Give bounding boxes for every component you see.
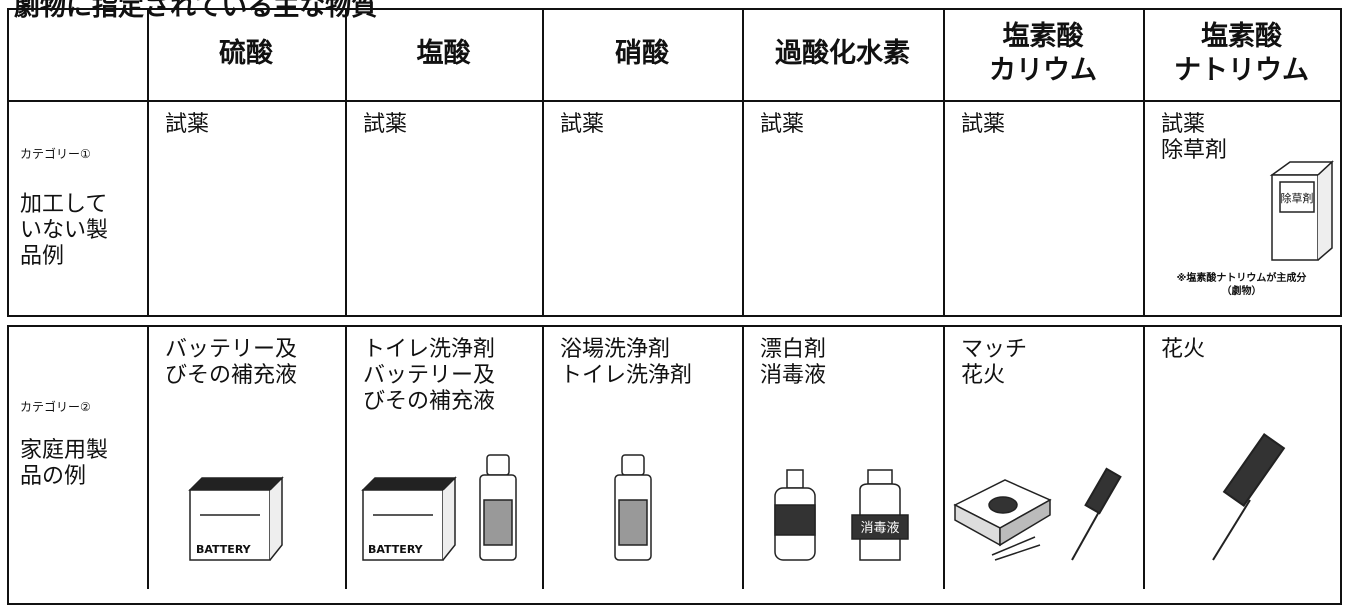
- firework-icon: [1071, 467, 1122, 561]
- header-text: 塩素酸: [1002, 21, 1084, 52]
- column-divider: [742, 8, 744, 317]
- cell-text: 花火: [961, 363, 1006, 388]
- column-divider: [943, 325, 945, 589]
- cell-text: 試薬: [760, 112, 805, 137]
- battery-icon: BATTERY: [188, 476, 284, 561]
- row-description: いない製: [20, 218, 109, 243]
- cell-text: 消毒液: [760, 363, 827, 388]
- cell-text: 除草剤: [1161, 138, 1228, 163]
- column-header: 塩素酸 カリウム: [943, 0, 1143, 100]
- cell-text: びその補充液: [363, 389, 496, 414]
- cell-text: バッテリー及: [363, 363, 496, 388]
- cell-text: バッテリー及: [165, 337, 298, 362]
- column-header: 硫酸: [147, 0, 345, 100]
- header-text: 硝酸: [615, 38, 669, 69]
- category-label: カテゴリー①: [20, 147, 91, 161]
- column-header: 硝酸: [542, 0, 742, 100]
- disinfectant-label: 消毒液: [860, 521, 899, 536]
- row-description: 家庭用製: [20, 438, 109, 463]
- spray-icon: [774, 469, 816, 561]
- row-divider: [7, 100, 1342, 102]
- cell-text: 試薬: [961, 112, 1006, 137]
- column-divider: [147, 8, 149, 317]
- page: 劇物に指定されている主な物質 硫酸 塩酸 硝酸 過酸化水素 塩素酸 カリウム 塩素酸 ナトリウ…: [7, 0, 1342, 605]
- cell-text: 試薬: [560, 112, 605, 137]
- column-header: 過酸化水素: [742, 0, 943, 100]
- column-divider: [943, 8, 945, 317]
- herbicide-label: 除草剤: [1281, 191, 1314, 205]
- bottle-icon: [614, 454, 652, 561]
- column-header: 塩素酸 ナトリウム: [1143, 0, 1340, 100]
- matchbox-icon: [953, 479, 1052, 561]
- cell-text: マッチ: [961, 337, 1028, 362]
- column-divider: [345, 8, 347, 317]
- illustrations: BATTERY BATTERY 消毒液: [188, 160, 1334, 561]
- header-text: ナトリウム: [1174, 55, 1309, 86]
- cell-text: 浴場洗浄剤: [560, 337, 671, 362]
- row-description: 品例: [20, 244, 65, 269]
- column-header: 塩酸: [345, 0, 542, 100]
- column-divider: [1143, 8, 1145, 317]
- cell-text: 花火: [1161, 337, 1206, 362]
- category-label: カテゴリー②: [20, 400, 91, 414]
- table-border: [7, 8, 1342, 317]
- column-divider: [542, 325, 544, 589]
- bottle-icon: [479, 454, 517, 561]
- cell-text: びその補充液: [165, 363, 298, 388]
- cell-text: トイレ洗浄剤: [560, 363, 693, 388]
- footnote: ※塩素酸ナトリウムが主成分: [1176, 273, 1307, 284]
- header-text: 硫酸: [219, 38, 273, 69]
- cell-text: 試薬: [363, 112, 408, 137]
- header-text: 塩酸: [416, 38, 471, 69]
- header-text: カリウム: [989, 55, 1097, 86]
- cell-text: 試薬: [1161, 112, 1206, 137]
- column-divider: [1143, 325, 1145, 589]
- herbicide-icon: 除草剤: [1269, 160, 1334, 261]
- battery-icon: BATTERY: [361, 476, 457, 561]
- page-title: 劇物に指定されている主な物質: [14, 0, 378, 22]
- cell-text: トイレ洗浄剤: [363, 337, 496, 362]
- header-text: 過酸化水素: [775, 38, 910, 69]
- column-divider: [542, 8, 544, 317]
- cell-text: 試薬: [165, 112, 210, 137]
- column-divider: [345, 325, 347, 589]
- header-text: 塩素酸: [1201, 21, 1282, 52]
- column-divider: [742, 325, 744, 589]
- column-divider: [147, 325, 149, 589]
- battery-label: BATTERY: [196, 543, 252, 556]
- disinfectant-icon: 消毒液: [851, 469, 909, 561]
- footnote: （劇物）: [1221, 286, 1262, 297]
- battery-label: BATTERY: [368, 543, 424, 556]
- firework-icon: [1212, 433, 1286, 561]
- row-description: 加工して: [20, 192, 108, 217]
- cell-text: 漂白剤: [760, 337, 827, 362]
- row-description: 品の例: [20, 464, 87, 489]
